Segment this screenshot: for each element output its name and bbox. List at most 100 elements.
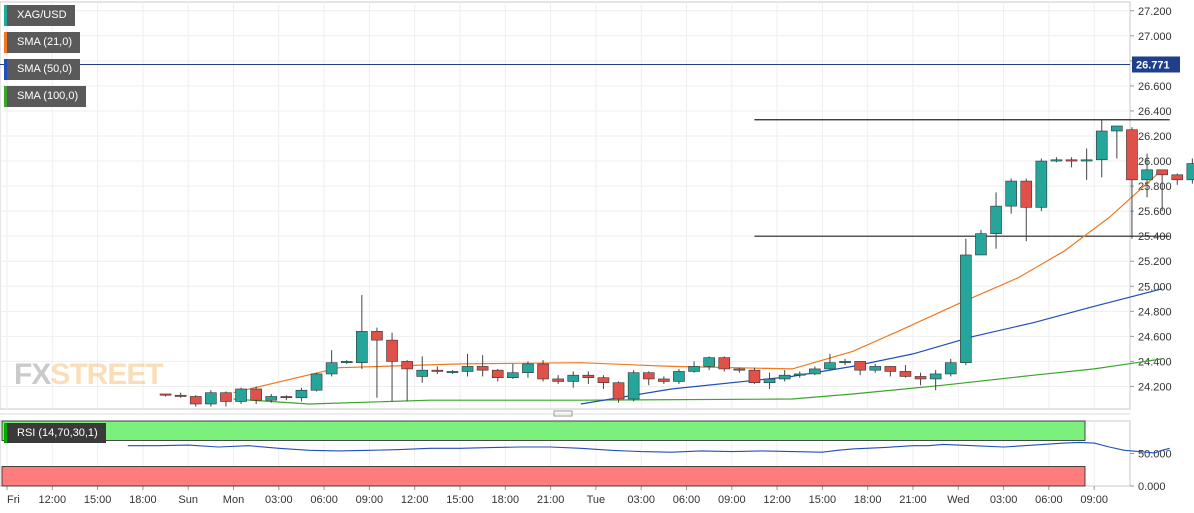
time-tick-label: Sun [178, 494, 198, 506]
candle-body [642, 372, 655, 380]
time-tick-label: Mon [223, 494, 244, 506]
legend-rsi: RSI (14,70,30,1) [4, 423, 106, 443]
candle-body [1171, 174, 1184, 181]
time-tick-label: 15:00 [446, 494, 474, 506]
candle-body [174, 394, 187, 397]
time-tick-label: 15:00 [84, 494, 112, 506]
candle-body [1141, 169, 1153, 181]
candle-body [703, 357, 715, 367]
candle-body [295, 389, 308, 399]
candle-body [371, 331, 383, 341]
candle-body [884, 366, 897, 372]
candle-body [220, 392, 232, 402]
time-tick-label: 06:00 [310, 494, 338, 506]
time-tick-label: 12:00 [763, 494, 791, 506]
time-tick-label: 09:00 [718, 494, 746, 506]
time-tick-label: 12:00 [401, 494, 429, 506]
candle-body [250, 388, 262, 401]
candle-body [778, 374, 791, 380]
candle-body [189, 396, 202, 405]
candle-body [265, 396, 278, 401]
legend-sma21: SMA (21,0) [4, 32, 81, 53]
candle-body [235, 388, 247, 402]
price-tick-label: 25.400 [1138, 231, 1172, 243]
time-tick-label: 18:00 [129, 494, 157, 506]
candle-body [944, 362, 957, 375]
rsi-overbought-band [1, 420, 1086, 441]
legend-sma100-label: SMA (100,0) [17, 90, 79, 102]
legend-xagusd-label: XAG/USD [17, 9, 67, 21]
price-tick-label: 27.200 [1138, 6, 1172, 18]
time-tick-label: 03:00 [990, 494, 1018, 506]
time-tick-label: 06:00 [673, 494, 701, 506]
current-price-tag [1132, 56, 1180, 73]
rsi-oversold-band [1, 466, 1086, 487]
candle-body [1065, 159, 1078, 162]
time-tick-label: Fri [7, 494, 20, 506]
candle-body [627, 372, 640, 400]
candle-body [1095, 130, 1108, 161]
candle-body [1186, 163, 1194, 181]
candle-body [748, 369, 761, 384]
candle-body [763, 378, 776, 384]
price-tick-label: 26.200 [1138, 131, 1172, 143]
candle-body [899, 371, 912, 377]
time-tick-label: 03:00 [265, 494, 293, 506]
candle-body [975, 233, 987, 256]
candle-body [310, 373, 323, 391]
candle-body [824, 362, 836, 370]
rsi-line [127, 441, 1170, 454]
candle-body [869, 366, 882, 371]
time-tick-label: 18:00 [492, 494, 520, 506]
candle-body [461, 366, 474, 372]
candle-body [446, 371, 459, 373]
candle-body [205, 392, 217, 405]
candle-body [1050, 159, 1063, 162]
candle-body [1080, 159, 1093, 162]
legend-sma100: SMA (100,0) [4, 86, 87, 107]
candle-body [1035, 160, 1048, 208]
rsi-tick-label: 50.000 [1138, 449, 1172, 461]
candle-body [839, 361, 851, 363]
fxstreet-watermark: FXSTREET [14, 358, 164, 392]
price-tick-label: 24.800 [1138, 306, 1172, 318]
candle-body [507, 372, 519, 378]
candle-body [718, 357, 731, 370]
candle-body [854, 361, 866, 371]
price-tick-label: 26.000 [1138, 156, 1172, 168]
candle-body [416, 369, 429, 377]
candle-body [401, 361, 413, 370]
price-tick-label: 24.200 [1138, 381, 1172, 393]
candle-body [990, 205, 1002, 234]
watermark-street: STREET [50, 358, 163, 391]
candle-body [325, 362, 338, 375]
time-tick-label: Wed [947, 494, 969, 506]
candle-body [159, 393, 172, 396]
time-tick-label: 21:00 [899, 494, 927, 506]
candle-body [537, 363, 549, 380]
time-tick-label: 09:00 [356, 494, 384, 506]
panel-resize-handle [553, 410, 573, 417]
candle-body [356, 331, 368, 363]
time-tick-label: 09:00 [1080, 494, 1108, 506]
time-tick-label: Tue [587, 494, 606, 506]
candle-body [491, 369, 504, 378]
candle-body [673, 371, 685, 382]
candle-body [793, 373, 806, 376]
current-price-label: 26.771 [1136, 59, 1170, 71]
price-tick-label: 26.400 [1138, 106, 1172, 118]
candle-body [280, 396, 293, 399]
time-tick-label: 15:00 [809, 494, 837, 506]
price-tick-label: 27.000 [1138, 31, 1172, 43]
price-tick-label: 25.600 [1138, 206, 1172, 218]
sma21-line [233, 169, 1163, 394]
candle-body [960, 254, 972, 363]
candle-body [1126, 129, 1138, 181]
candle-body [1111, 125, 1123, 132]
candle-body [431, 369, 444, 372]
sma100-line [233, 358, 1163, 405]
candle-body [582, 374, 595, 378]
candle-body [658, 378, 670, 382]
candle-body [809, 368, 821, 375]
